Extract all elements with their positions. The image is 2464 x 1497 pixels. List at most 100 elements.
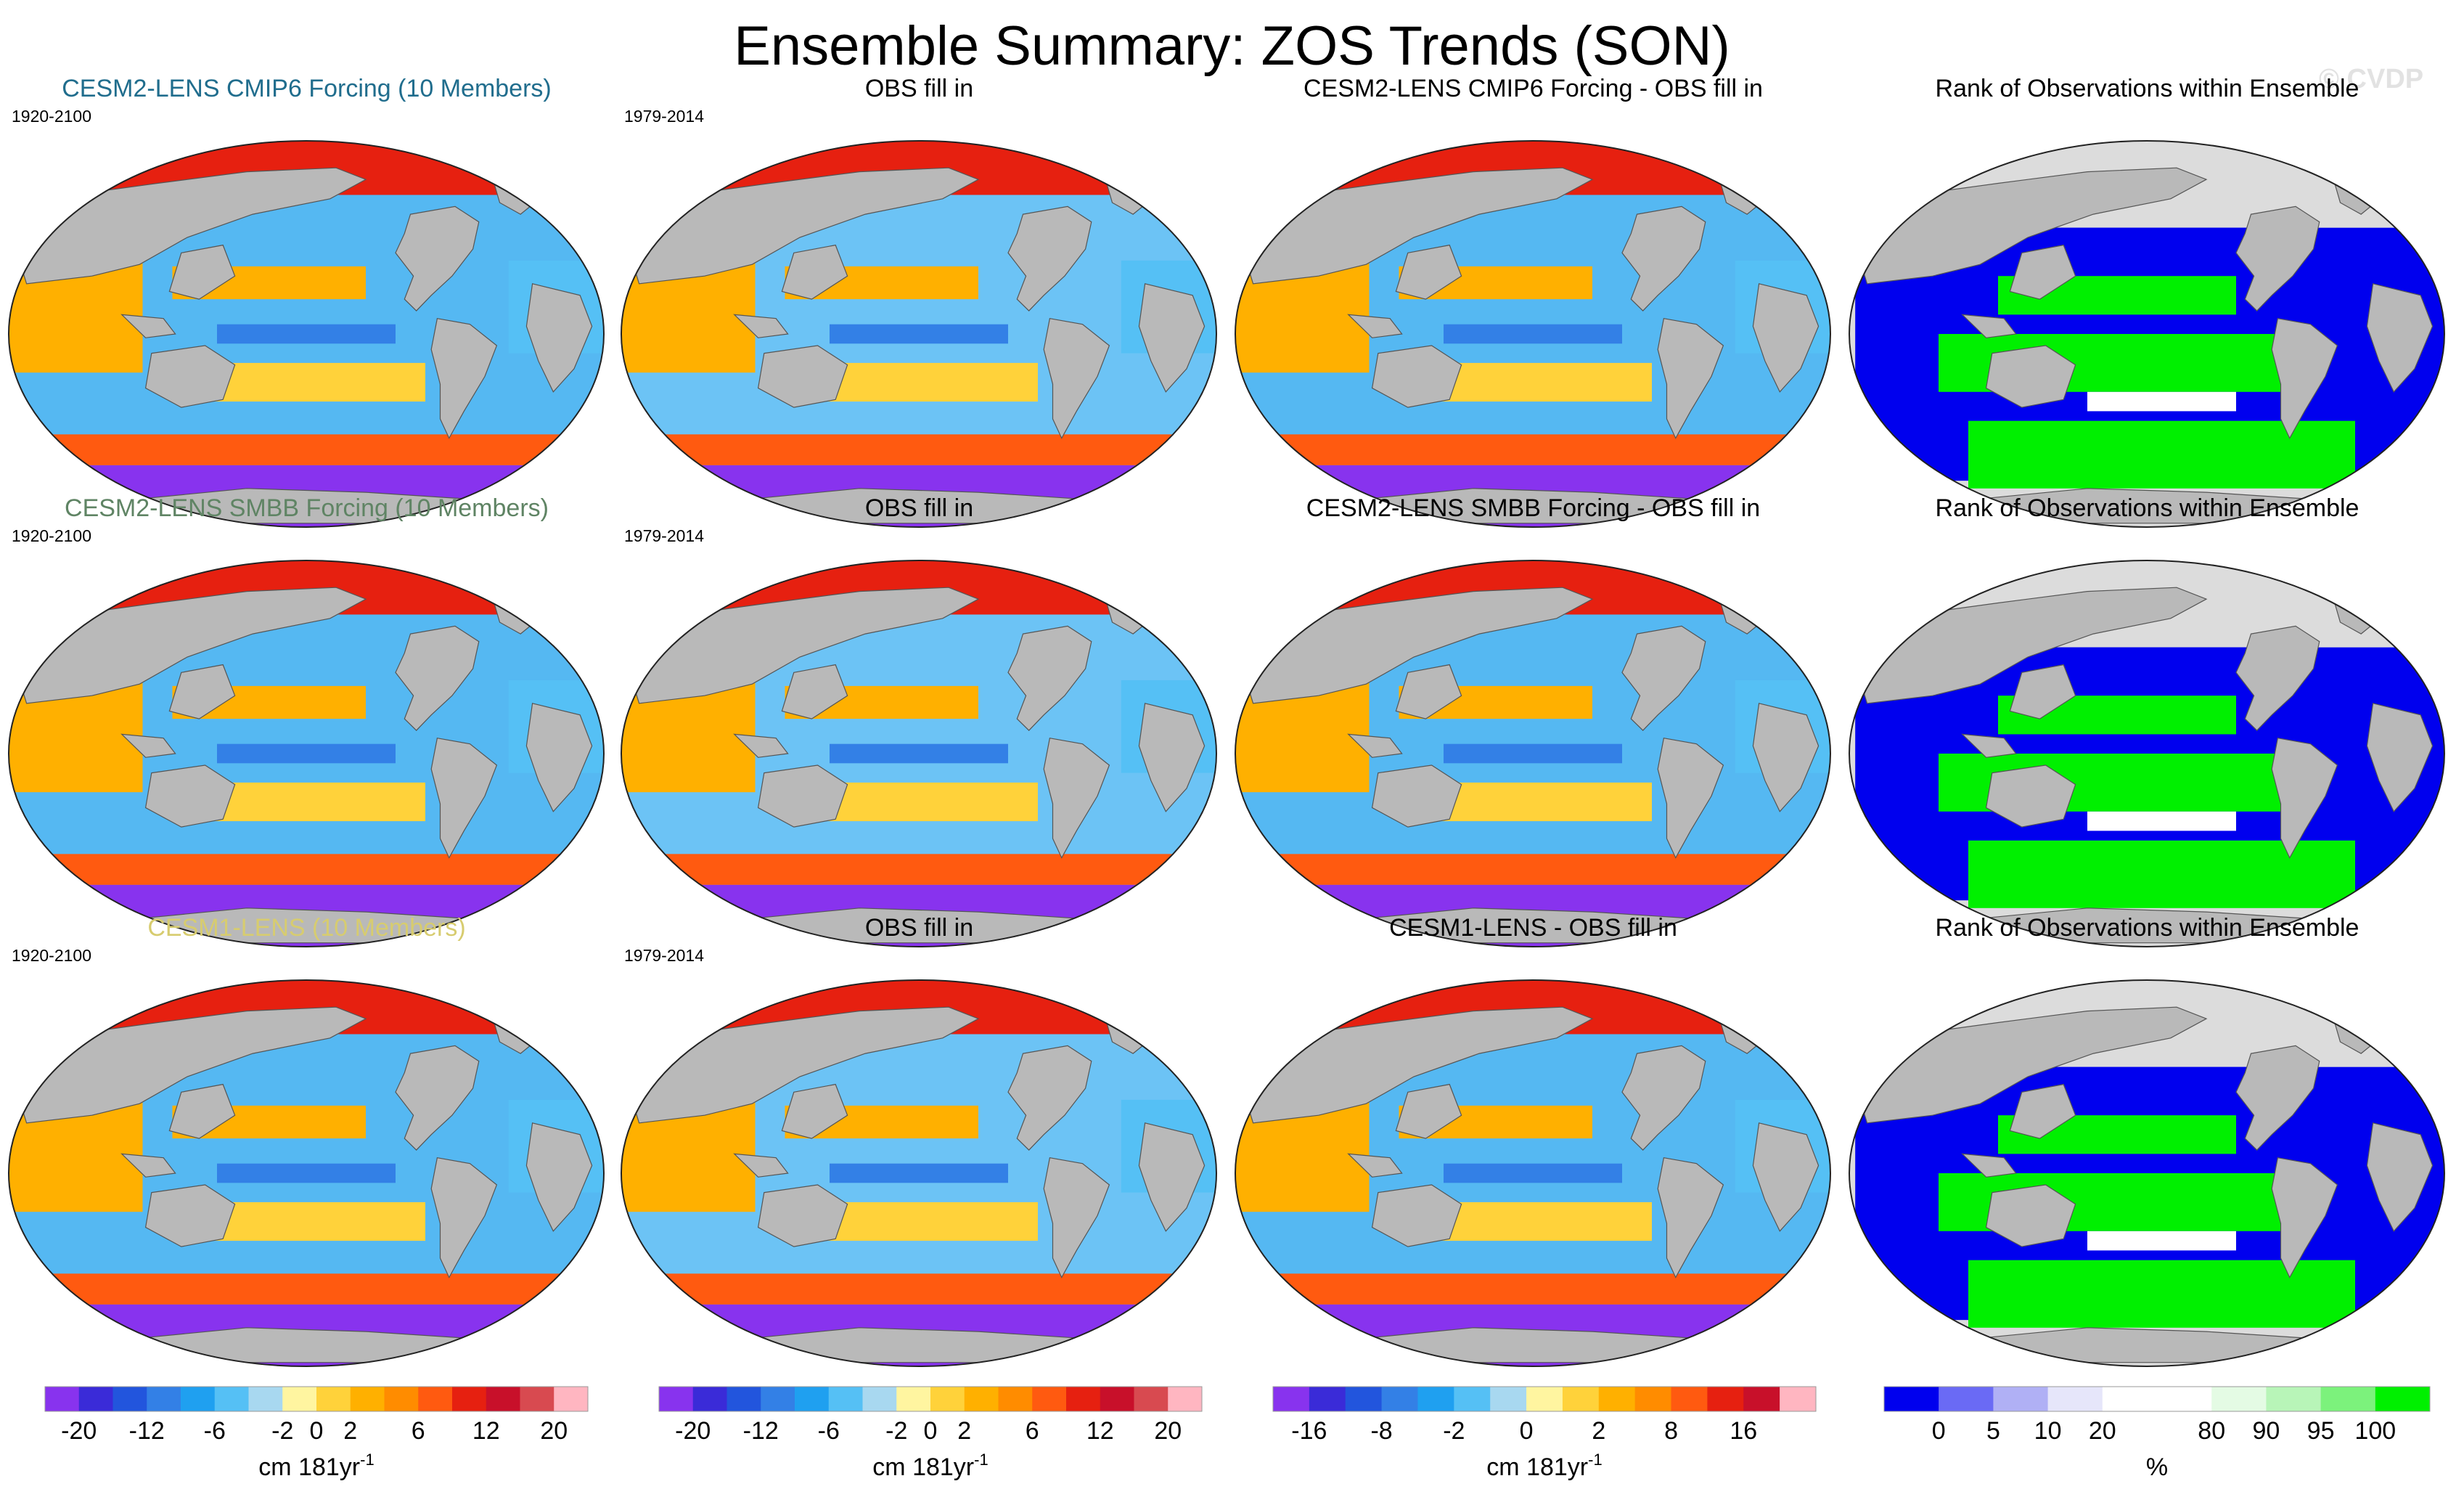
colorbar-units: cm 181yr xyxy=(1486,1453,1588,1481)
landmass-eurasia xyxy=(1854,1006,2208,1124)
model-period-label-row3: 1920-2100 xyxy=(12,946,91,965)
landmass-maritime xyxy=(120,314,176,338)
landmass-africa xyxy=(2366,1122,2434,1232)
colorbar-swatch xyxy=(78,1387,113,1411)
colorbar-units: cm 181yr xyxy=(872,1453,974,1481)
map-border xyxy=(1849,979,2445,1367)
diff-map-row2 xyxy=(1235,560,1831,947)
colorbar-tick-label: 12 xyxy=(472,1417,500,1445)
colorbar-units-label: cm 181yr-1 xyxy=(1486,1451,1602,1481)
colorbar-swatch xyxy=(2211,1387,2267,1411)
colorbar-swatch xyxy=(214,1387,249,1411)
figure-title: Ensemble Summary: ZOS Trends (SON) xyxy=(734,15,1730,77)
colorbar-tick-label: 5 xyxy=(1986,1417,2000,1445)
model-period-label-row1: 1920-2100 xyxy=(12,107,91,126)
rank-panel-title-row1: Rank of Observations within Ensemble xyxy=(1935,75,2359,102)
obs-map-row2 xyxy=(621,560,1217,947)
landmass-maritime xyxy=(120,733,176,758)
colorbar-swatch xyxy=(554,1387,589,1411)
colorbar-tick-label: 10 xyxy=(2034,1417,2062,1445)
diff-southern-ocean xyxy=(1235,434,1830,465)
diff-panel-title-row2: CESM2-LENS SMBB Forcing - OBS fill in xyxy=(1306,494,1761,522)
colorbar-swatch xyxy=(418,1387,453,1411)
model-map-row1 xyxy=(8,140,605,528)
landmass-africa xyxy=(2366,283,2434,393)
obs-period-label-row1: 1979-2014 xyxy=(624,107,704,126)
landmass-asia-east xyxy=(781,1083,848,1139)
rank-panel-title-row2: Rank of Observations within Ensemble xyxy=(1935,494,2359,522)
colorbar-tick-label: 2 xyxy=(1592,1417,1605,1445)
colorbar-3: -16 -8 -2 0 2 8 16 cm 181yr-1 xyxy=(1272,1386,1817,1481)
colorbar-tick-label: -12 xyxy=(129,1417,165,1445)
landmass-eurasia xyxy=(14,587,367,704)
colorbar-swatch xyxy=(1743,1387,1780,1411)
rank-band-green-south xyxy=(1968,840,2355,908)
colorbar-swatch xyxy=(1381,1387,1418,1411)
model-map-row3 xyxy=(8,979,605,1367)
colorbar-swatch xyxy=(659,1387,694,1411)
colorbar-tick-label: -8 xyxy=(1370,1417,1392,1445)
map-border xyxy=(1235,560,1831,947)
map-border xyxy=(1849,560,2445,947)
map-border xyxy=(8,979,605,1367)
landmass-maritime xyxy=(1961,1153,2017,1178)
landmass-americas-south xyxy=(1043,1157,1110,1278)
model-panel-title-row3: CESM1-LENS (10 Members) xyxy=(147,914,466,942)
landmass-eurasia xyxy=(626,167,980,285)
landmass-australia xyxy=(1985,1184,2076,1247)
obs-equatorial-band xyxy=(830,743,1008,764)
model-southern-ocean xyxy=(9,434,604,465)
colorbar-swatch xyxy=(726,1387,761,1411)
landmass-eurasia xyxy=(1240,1006,1594,1124)
map-border xyxy=(621,560,1217,947)
colorbar-tick-label: 0 xyxy=(924,1417,938,1445)
landmass-australia xyxy=(1985,764,2076,828)
rank-map-row3 xyxy=(1849,979,2445,1367)
landmass-americas-south xyxy=(430,1157,498,1278)
landmass-americas-north xyxy=(1007,205,1092,311)
landmass-eurasia xyxy=(1854,587,2208,704)
obs-equatorial-band xyxy=(830,324,1008,344)
landmass-americas-north xyxy=(2235,625,2320,731)
colorbar-swatch xyxy=(896,1387,931,1411)
colorbar-swatch xyxy=(1634,1387,1672,1411)
obs-southern-ocean xyxy=(621,434,1216,465)
colorbar-swatch xyxy=(828,1387,863,1411)
landmass-eurasia xyxy=(626,1006,980,1124)
colorbar-tick-label: 6 xyxy=(412,1417,425,1445)
landmass-maritime xyxy=(1961,314,2017,338)
landmass-eurasia xyxy=(14,1006,367,1124)
colorbar-swatch xyxy=(1066,1387,1101,1411)
colorbar-swatch xyxy=(1780,1387,1817,1411)
colorbar-tick-label: -2 xyxy=(271,1417,293,1445)
landmass-africa xyxy=(1752,1122,1820,1232)
landmass-australia xyxy=(144,1184,236,1247)
colorbar-tick-label: 0 xyxy=(310,1417,324,1445)
colorbar-swatch xyxy=(2157,1387,2212,1411)
colorbar-tick-label: -2 xyxy=(885,1417,907,1445)
diff-equatorial-band xyxy=(1444,324,1622,344)
colorbar-tick-label: -6 xyxy=(818,1417,840,1445)
colorbar-tick-label: 95 xyxy=(2307,1417,2335,1445)
map-border xyxy=(8,140,605,528)
map-border xyxy=(621,140,1217,528)
colorbar-swatch xyxy=(384,1387,419,1411)
landmass-australia xyxy=(144,764,236,828)
obs-panel-title-row2: OBS fill in xyxy=(864,494,974,522)
rank-band-green-south xyxy=(1968,420,2355,489)
colorbar-tick-label: 90 xyxy=(2252,1417,2280,1445)
colorbar-swatch xyxy=(1032,1387,1067,1411)
landmass-americas-south xyxy=(2271,318,2338,439)
colorbar-swatch xyxy=(1417,1387,1454,1411)
colorbar-swatch xyxy=(452,1387,487,1411)
landmass-asia-east xyxy=(1395,664,1462,719)
colorbar-swatch xyxy=(1273,1387,1310,1411)
diff-southern-ocean xyxy=(1235,854,1830,885)
colorbar-swatch xyxy=(1454,1387,1491,1411)
colorbar-units-label: % xyxy=(2146,1453,2168,1481)
rank-panel-title-row3: Rank of Observations within Ensemble xyxy=(1935,914,2359,942)
rank-band-white xyxy=(2087,391,2236,412)
colorbar-swatch xyxy=(862,1387,897,1411)
colorbar-swatch xyxy=(1562,1387,1600,1411)
